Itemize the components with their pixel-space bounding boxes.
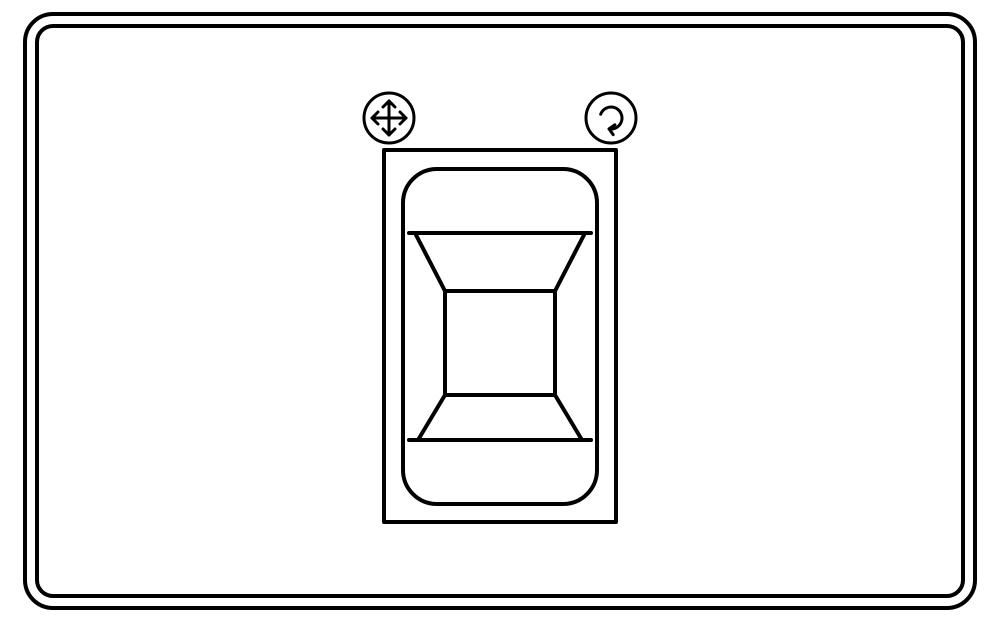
inner-frame — [37, 26, 963, 596]
car-body — [403, 169, 597, 504]
rotate-handle-circle — [586, 93, 636, 143]
move-handle[interactable] — [364, 93, 414, 143]
car-top-view[interactable] — [403, 169, 597, 504]
diagram-svg — [0, 0, 1000, 623]
outer-frame — [25, 14, 975, 608]
selection-bounding-box[interactable] — [384, 150, 616, 522]
rotate-handle[interactable] — [586, 93, 636, 143]
car-rear-window — [418, 395, 582, 440]
car-windshield — [415, 233, 585, 291]
diagram-viewport — [0, 0, 1000, 623]
